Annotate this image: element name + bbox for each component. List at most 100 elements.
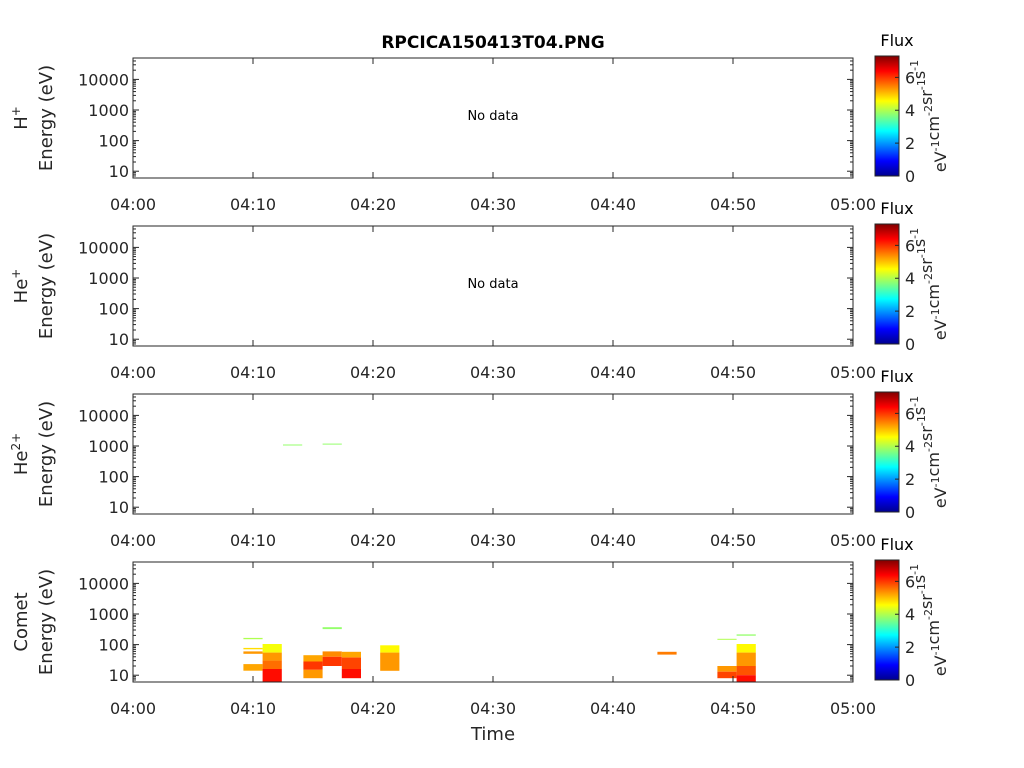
chart-title: RPCICA150413T04.PNG: [381, 33, 604, 53]
data-cell: [736, 666, 756, 676]
x-tick-label: 04:10: [230, 699, 276, 718]
x-tick-label: 05:00: [830, 363, 876, 382]
unit-base: cm: [924, 452, 943, 476]
unit-exponent: -2: [922, 609, 935, 620]
y-tick-label: 100: [98, 468, 129, 487]
unit-base: sr: [917, 426, 936, 441]
y-tick-label: 10000: [78, 238, 129, 257]
data-cell: [243, 651, 263, 654]
colorbar-tick-label: 0: [905, 503, 915, 522]
x-tick-label: 04:30: [470, 195, 516, 214]
colorbar-tick-label: 4: [905, 437, 915, 456]
y-tick-label: 1000: [88, 269, 129, 288]
y-tick-label: 10000: [78, 574, 129, 593]
x-tick-label: 04:40: [590, 195, 636, 214]
colorbar-tick-label: 2: [905, 302, 915, 321]
colorbar-tick-label: 4: [905, 605, 915, 624]
unit-base: cm: [924, 620, 943, 644]
no-data-annotation: No data: [467, 277, 518, 292]
colorbar-tick-label: 6: [905, 236, 915, 255]
colorbar-unit-label: eV-1cm-2sr-1s-1: [908, 396, 950, 508]
unit-exponent: -1: [929, 140, 942, 151]
data-cell: [303, 661, 323, 670]
colorbar-title: Flux: [880, 367, 913, 386]
data-cell: [341, 657, 361, 669]
colorbar: [874, 391, 900, 513]
colorbar-tick-label: 6: [905, 572, 915, 591]
unit-base: eV: [931, 151, 950, 172]
colorbar-tick-label: 6: [905, 68, 915, 87]
y-tick-label: 10: [109, 498, 129, 517]
y-tick-label: 10: [109, 330, 129, 349]
data-cell: [322, 627, 342, 630]
x-tick-label: 04:20: [350, 699, 396, 718]
unit-base: s: [910, 575, 929, 583]
x-tick-label: 04:20: [350, 531, 396, 550]
data-cell: [262, 652, 282, 661]
y-tick-label: 1000: [88, 437, 129, 456]
colorbar-tick-label: 6: [905, 404, 915, 423]
x-tick-label: 04:50: [710, 363, 756, 382]
unit-base: eV: [931, 319, 950, 340]
y-tick-label: 1000: [88, 101, 129, 120]
x-tick-label: 04:00: [110, 363, 156, 382]
data-cell: [243, 647, 263, 650]
colorbar-tick-label: 0: [905, 335, 915, 354]
unit-base: sr: [917, 258, 936, 273]
species-charge: +: [9, 106, 23, 116]
y-axis-species-label: Comet: [11, 592, 32, 651]
unit-exponent: -1: [908, 564, 921, 575]
data-cell: [322, 656, 342, 666]
unit-exponent: -1: [915, 415, 928, 426]
unit-base: eV: [931, 487, 950, 508]
x-tick-label: 04:20: [350, 195, 396, 214]
x-tick-label: 04:00: [110, 699, 156, 718]
data-cell: [657, 651, 677, 655]
data-cell: [322, 443, 342, 445]
colorbar-tick-label: 2: [905, 134, 915, 153]
unit-exponent: -1: [929, 308, 942, 319]
unit-exponent: -1: [908, 396, 921, 407]
data-cell: [303, 669, 323, 679]
colorbar-title: Flux: [880, 31, 913, 50]
unit-exponent: -1: [915, 583, 928, 594]
x-tick-label: 04:30: [470, 363, 516, 382]
species-name: He: [11, 279, 32, 304]
data-cell: [341, 651, 361, 658]
data-cell: [736, 634, 756, 636]
x-tick-label: 04:10: [230, 531, 276, 550]
species-name: He: [11, 451, 32, 476]
y-tick-label: 10: [109, 162, 129, 181]
x-tick-label: 04:30: [470, 699, 516, 718]
unit-exponent: -1: [929, 476, 942, 487]
y-tick-label: 1000: [88, 605, 129, 624]
data-cell: [243, 664, 263, 671]
x-tick-label: 04:00: [110, 195, 156, 214]
y-tick-label: 10: [109, 666, 129, 685]
data-cell: [717, 666, 737, 672]
data-cell: [736, 675, 756, 682]
x-tick-label: 05:00: [830, 531, 876, 550]
unit-exponent: -1: [929, 644, 942, 655]
x-tick-label: 04:00: [110, 531, 156, 550]
plot-frame: [132, 393, 854, 515]
x-tick-label: 04:40: [590, 531, 636, 550]
species-charge: 2+: [9, 433, 23, 451]
y-axis-label: Energy (eV): [36, 233, 57, 339]
data-cell: [380, 645, 400, 653]
x-tick-label: 05:00: [830, 699, 876, 718]
colorbar-unit-label: eV-1cm-2sr-1s-1: [908, 228, 950, 340]
species-name: H: [11, 116, 32, 130]
y-tick-label: 100: [98, 636, 129, 655]
unit-exponent: -2: [922, 105, 935, 116]
y-axis-species-label: H+: [9, 106, 32, 130]
y-tick-label: 10000: [78, 70, 129, 89]
x-tick-label: 05:00: [830, 195, 876, 214]
y-axis-label: Energy (eV): [36, 569, 57, 675]
y-axis-species-label: He2+: [9, 433, 32, 475]
y-axis-label: Energy (eV): [36, 65, 57, 171]
colorbar-tick-label: 2: [905, 470, 915, 489]
data-cell: [341, 669, 361, 679]
x-tick-label: 04:20: [350, 363, 396, 382]
